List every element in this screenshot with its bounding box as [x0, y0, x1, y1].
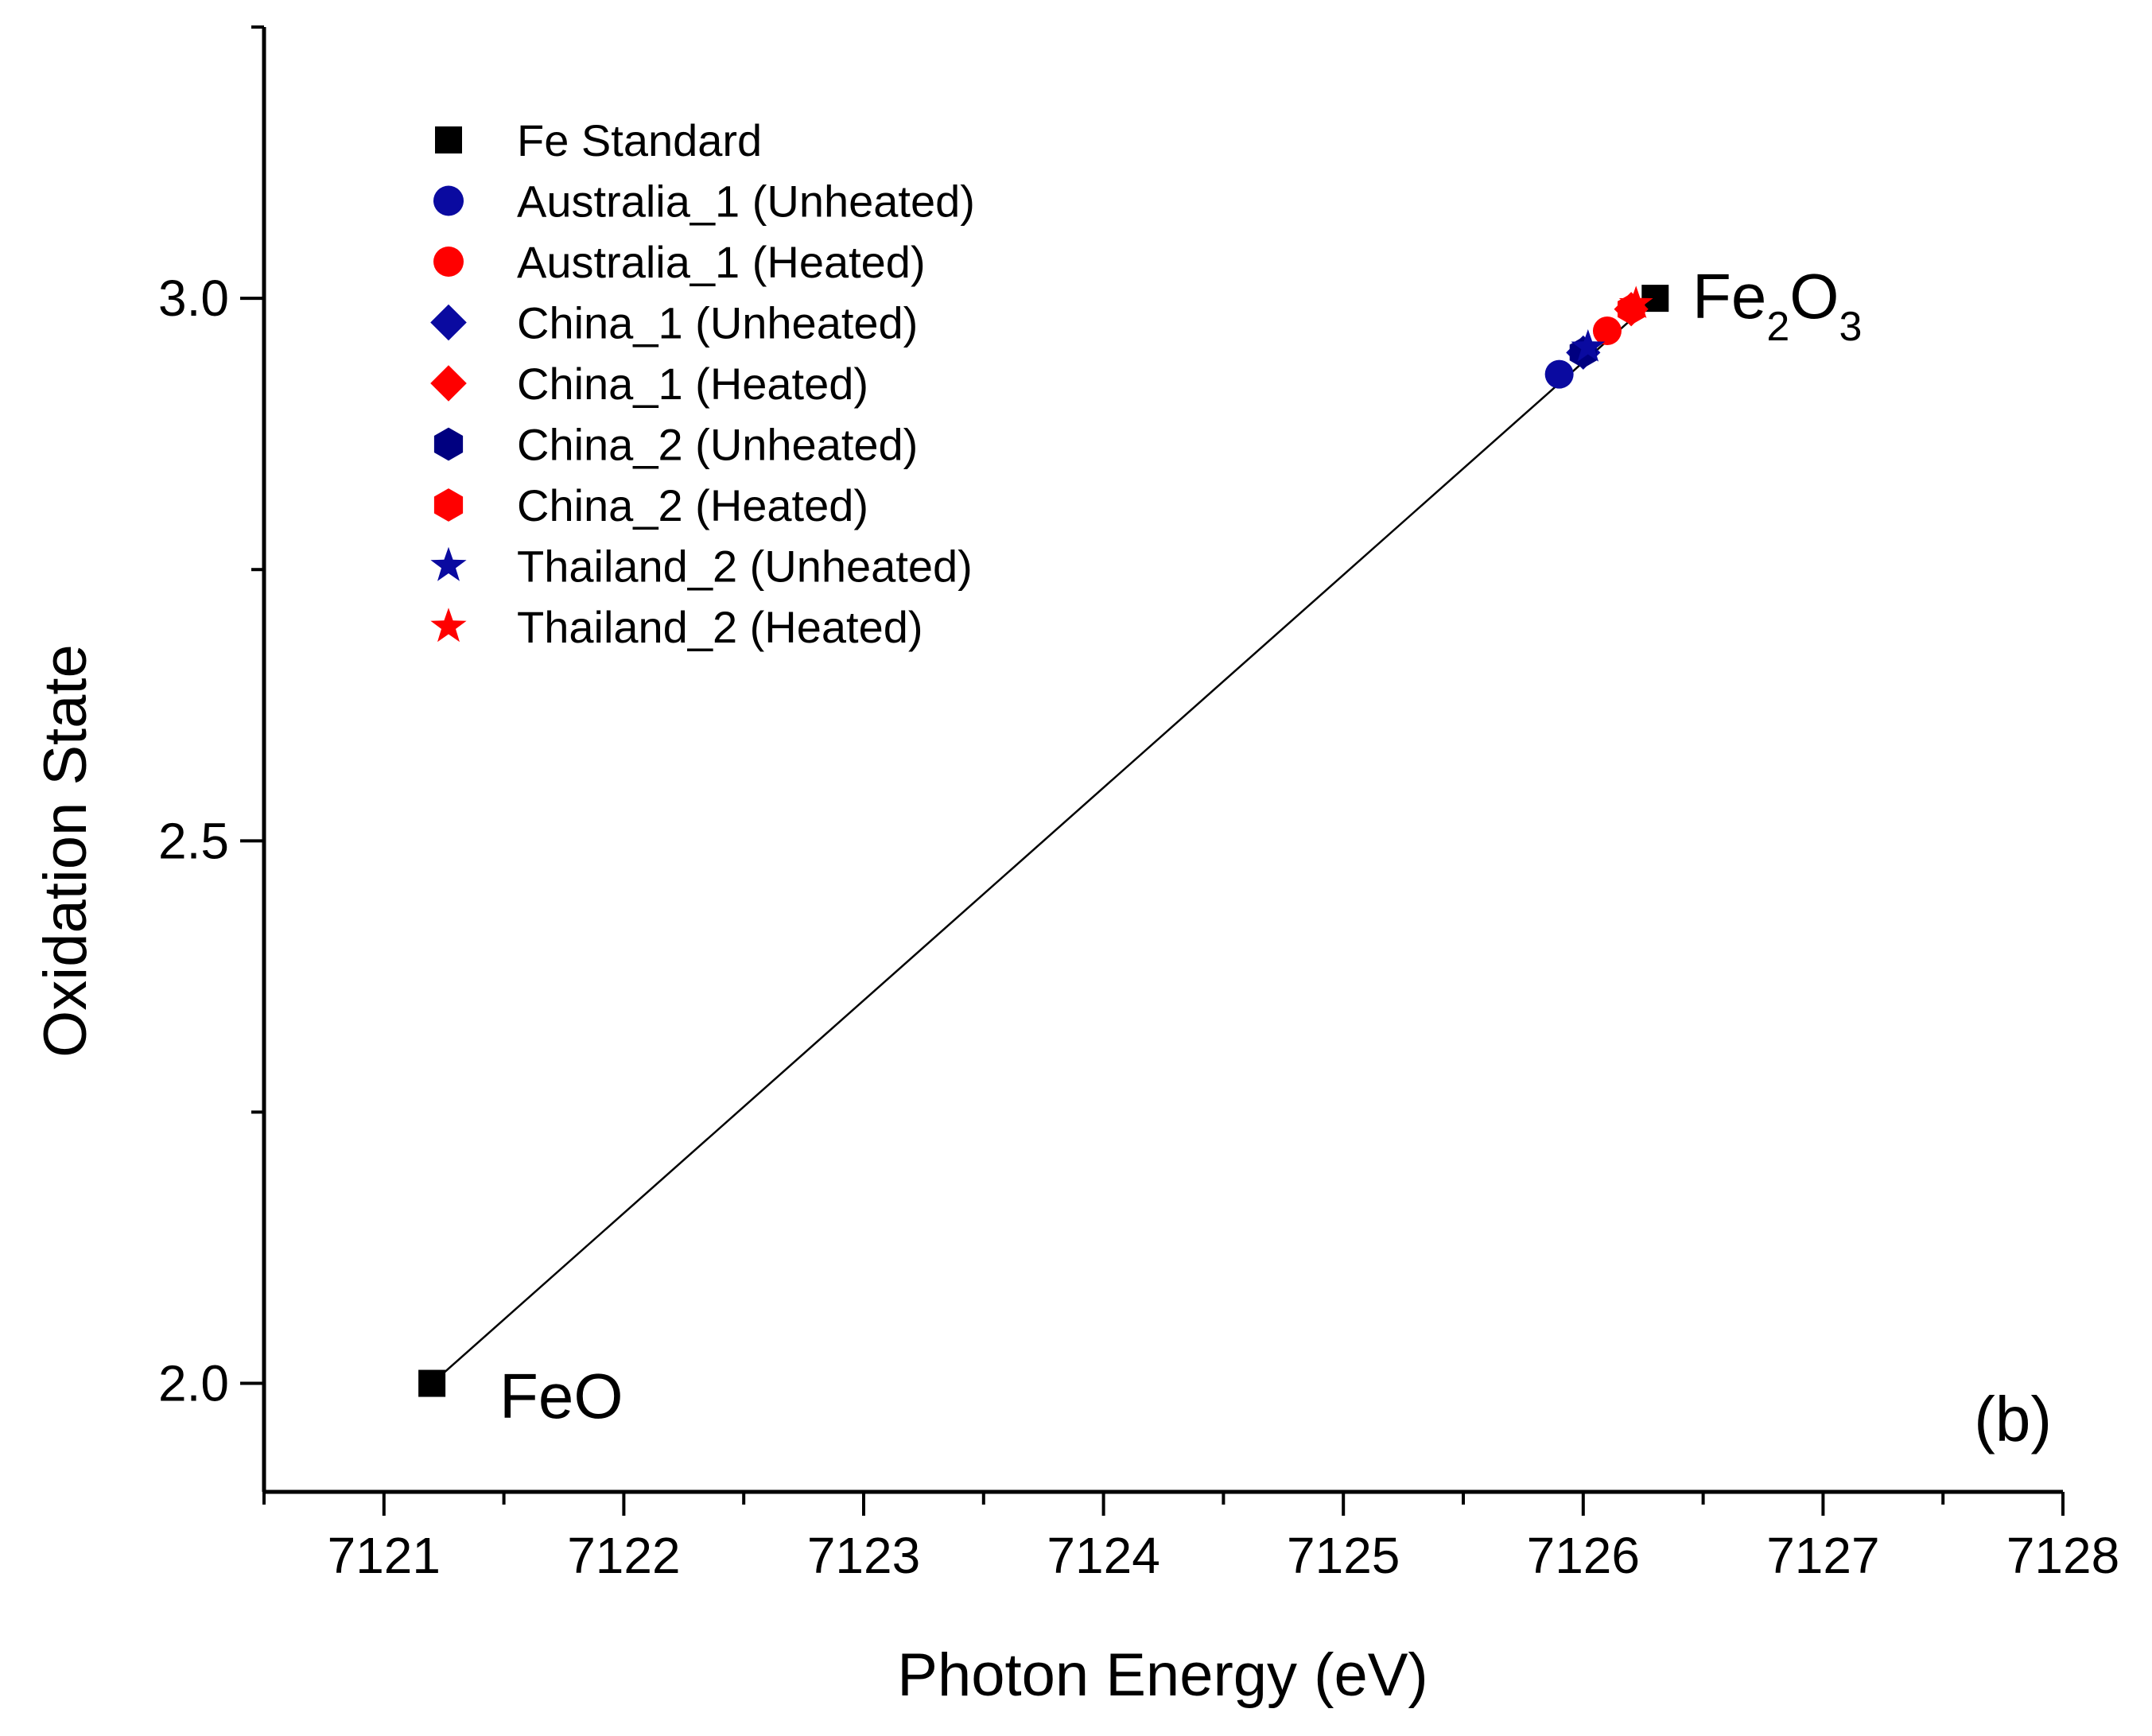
legend-marker-diamond — [430, 365, 467, 402]
legend-label: Thailand_2 (Heated) — [517, 602, 923, 652]
legend: Fe Standard Australia_1 (Unheated) Austral… — [430, 115, 975, 652]
legend-marker-circle — [433, 185, 464, 216]
annotation-fe2o3: Fe2O3 — [1692, 261, 1862, 350]
legend-label: China_2 (Heated) — [517, 480, 868, 530]
x-tick-label: 7127 — [1766, 1527, 1879, 1584]
x-tick-label: 7124 — [1047, 1527, 1160, 1584]
annotation-feo: FeO — [499, 1361, 623, 1431]
annotation-fe2o3-sub2: 2 — [1766, 304, 1789, 350]
axes: 7121 7122 7123 7124 7125 7126 7127 7128 2.0 2.5 3.… — [158, 25, 2119, 1584]
x-tick-label: 7125 — [1287, 1527, 1400, 1584]
annotation-fe2o3-sub3: 3 — [1839, 304, 1863, 350]
panel-label: (b) — [1974, 1384, 2052, 1454]
legend-label: China_1 (Heated) — [517, 359, 868, 409]
legend-marker-star — [430, 546, 467, 581]
y-axis-title: Oxidation State — [32, 644, 99, 1058]
legend-marker-square — [435, 126, 462, 153]
legend-label: China_2 (Unheated) — [517, 420, 918, 470]
data-point-circle — [1544, 359, 1574, 389]
data-points — [418, 285, 1669, 1397]
x-tick-label: 7126 — [1527, 1527, 1640, 1584]
legend-label: Australia_1 (Unheated) — [517, 177, 975, 227]
x-tick-label: 7123 — [807, 1527, 920, 1584]
legend-label: Thailand_2 (Unheated) — [517, 542, 973, 592]
legend-label: Australia_1 (Heated) — [517, 237, 926, 287]
legend-marker-hexagon — [433, 488, 464, 522]
labels: Photon Energy (eV) Oxidation State (b) F… — [32, 261, 2052, 1709]
legend-marker-star — [430, 608, 467, 643]
annotation-fe2o3-fe: Fe — [1692, 261, 1766, 332]
legend-marker-hexagon — [433, 427, 464, 461]
legend-label: Fe Standard — [517, 115, 762, 165]
legend-marker-circle — [433, 247, 464, 277]
x-tick-label: 7128 — [2006, 1527, 2119, 1584]
y-tick-label: 2.5 — [158, 812, 229, 869]
x-axis-title: Photon Energy (eV) — [897, 1641, 1428, 1709]
x-tick-label: 7122 — [567, 1527, 680, 1584]
y-tick-label: 2.0 — [158, 1355, 229, 1412]
x-tick-label: 7121 — [328, 1527, 441, 1584]
data-point-circle — [1592, 317, 1622, 346]
fit-line — [431, 297, 1657, 1385]
data-point-star — [1571, 329, 1606, 362]
data-point-square — [418, 1369, 446, 1397]
fit-line-group — [431, 297, 1657, 1385]
legend-label: China_1 (Unheated) — [517, 298, 918, 348]
data-point-star — [1618, 285, 1653, 319]
legend-marker-diamond — [430, 304, 467, 341]
y-tick-label: 3.0 — [158, 270, 229, 327]
annotation-fe2o3-o: O — [1789, 261, 1839, 332]
